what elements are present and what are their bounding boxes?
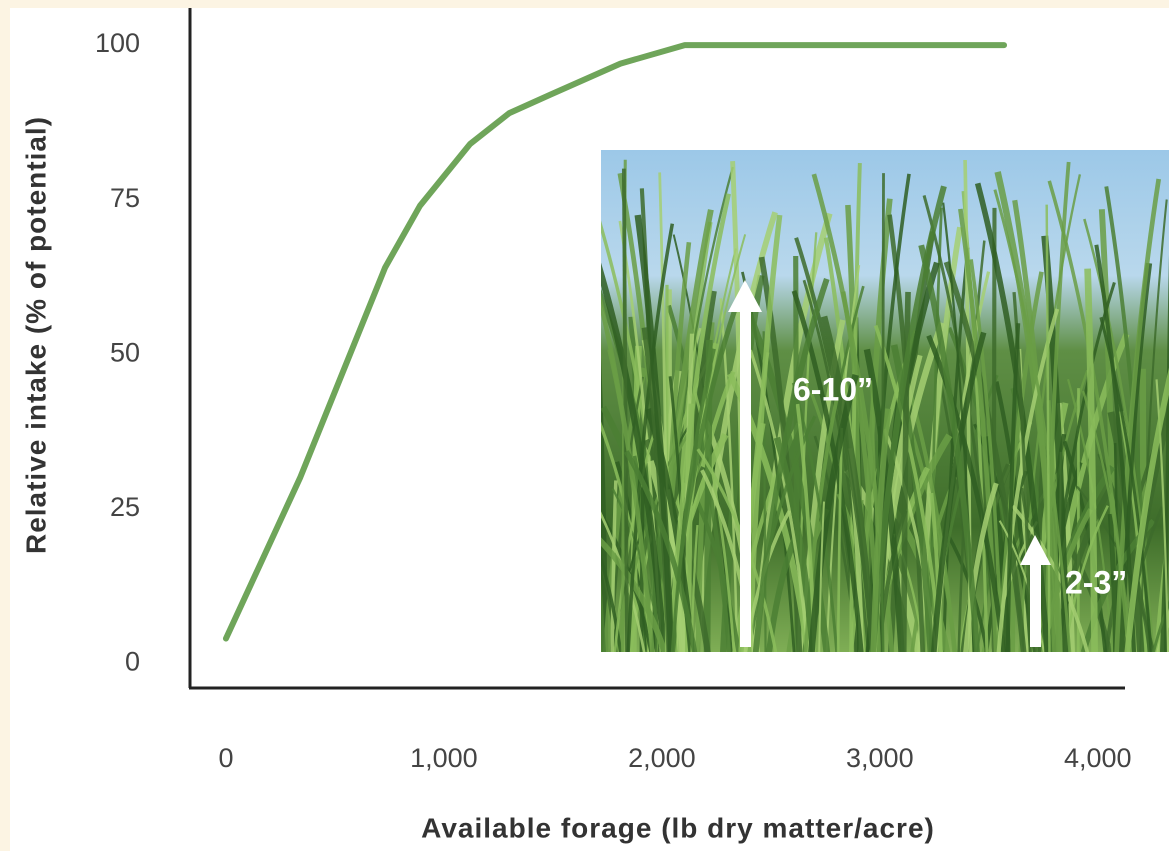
arrow-shaft bbox=[740, 310, 751, 647]
x-tick-label: 2,000 bbox=[628, 743, 696, 773]
annotation: 6-10” bbox=[793, 371, 873, 407]
annotation: 2-3” bbox=[1065, 564, 1127, 600]
x-tick-label: 0 bbox=[218, 743, 233, 773]
page: Available forage (lb dry matter/acre) Re… bbox=[0, 0, 1169, 851]
y-axis-title: Relative intake (% of potential) bbox=[20, 116, 51, 554]
arrow-shaft bbox=[1030, 562, 1041, 647]
y-tick-label: 0 bbox=[125, 646, 140, 676]
y-tick-label: 25 bbox=[110, 492, 140, 522]
x-axis-title: Available forage (lb dry matter/acre) bbox=[421, 812, 935, 843]
chart: Available forage (lb dry matter/acre) Re… bbox=[0, 0, 1169, 851]
x-tick-label: 1,000 bbox=[410, 743, 478, 773]
x-tick-label: 4,000 bbox=[1064, 743, 1132, 773]
x-tick-label: 3,000 bbox=[846, 743, 914, 773]
y-tick-label: 75 bbox=[110, 183, 140, 213]
y-tick-label: 100 bbox=[95, 28, 140, 58]
y-tick-label: 50 bbox=[110, 337, 140, 367]
